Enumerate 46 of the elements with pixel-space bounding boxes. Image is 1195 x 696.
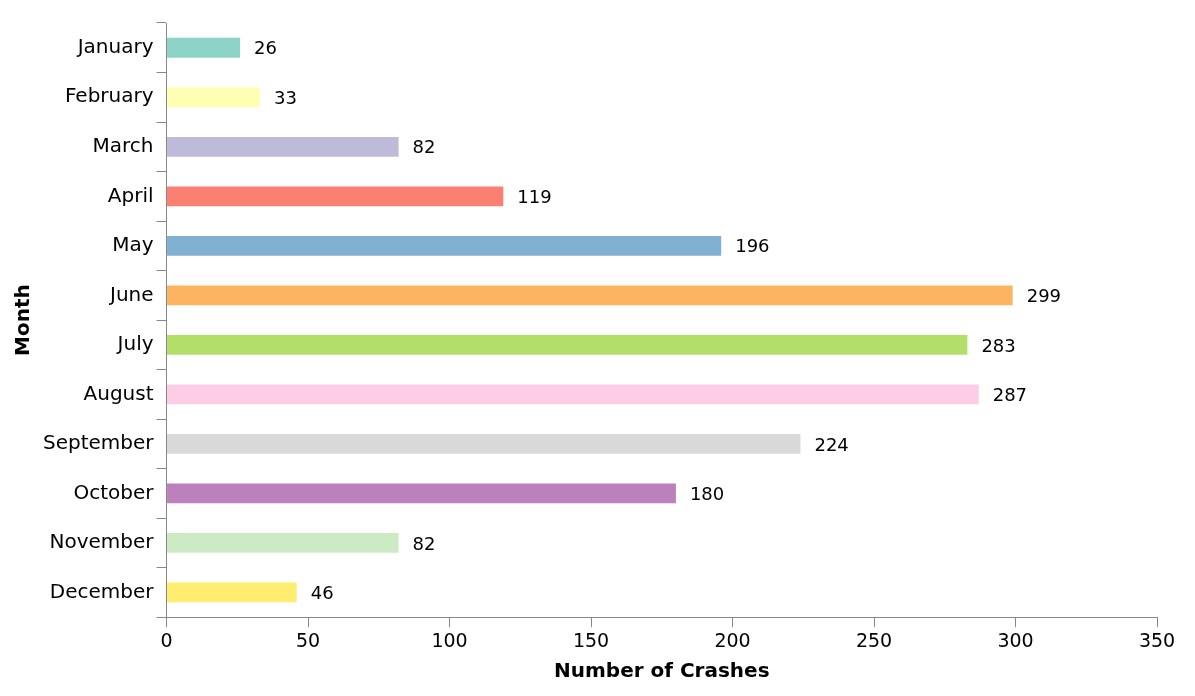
data-label: 287 xyxy=(992,384,1028,406)
x-tick-label: 150 xyxy=(572,628,610,651)
x-tick-label: 300 xyxy=(997,628,1034,651)
data-label: 46 xyxy=(310,582,334,604)
y-tick-label: May xyxy=(112,232,154,257)
bar xyxy=(167,186,504,207)
bar xyxy=(167,384,979,405)
data-label: 283 xyxy=(981,334,1016,356)
bar xyxy=(167,334,968,355)
data-label: 299 xyxy=(1026,285,1062,307)
bar xyxy=(167,433,801,454)
x-axis-title: Number of Crashes xyxy=(553,658,770,683)
data-label: 82 xyxy=(412,136,436,158)
bar xyxy=(167,483,676,504)
data-label: 196 xyxy=(735,235,770,257)
y-tick-label: October xyxy=(73,479,155,504)
y-tick-label: July xyxy=(115,331,154,356)
y-tick-label: March xyxy=(92,132,154,157)
bar xyxy=(167,285,1013,306)
y-axis-title: Month xyxy=(10,284,35,356)
x-tick-label: 100 xyxy=(431,628,468,651)
y-tick-label: June xyxy=(107,281,154,306)
x-tick-label: 250 xyxy=(855,628,893,651)
y-tick-label: September xyxy=(43,430,155,455)
y-tick-label: August xyxy=(83,380,154,405)
x-tick-label: 200 xyxy=(714,628,751,651)
y-tick-label: November xyxy=(49,529,155,554)
data-label: 224 xyxy=(814,433,849,455)
data-label: 82 xyxy=(412,532,436,554)
data-label: 180 xyxy=(689,483,725,505)
bar xyxy=(167,582,297,603)
y-tick-label: January xyxy=(75,33,154,58)
data-label: 119 xyxy=(517,185,552,207)
bar xyxy=(167,235,722,256)
y-tick-label: February xyxy=(64,83,154,108)
data-label: 26 xyxy=(254,37,278,59)
y-tick-label: December xyxy=(49,578,155,603)
y-tick-label: April xyxy=(107,182,154,207)
bar xyxy=(167,533,399,553)
x-tick-label: 50 xyxy=(295,628,321,651)
x-tick-label: 0 xyxy=(160,628,173,651)
bar xyxy=(167,136,399,157)
bar xyxy=(167,87,260,108)
data-label: 33 xyxy=(273,86,297,108)
bar xyxy=(167,37,241,58)
x-tick-label: 350 xyxy=(1138,628,1176,651)
